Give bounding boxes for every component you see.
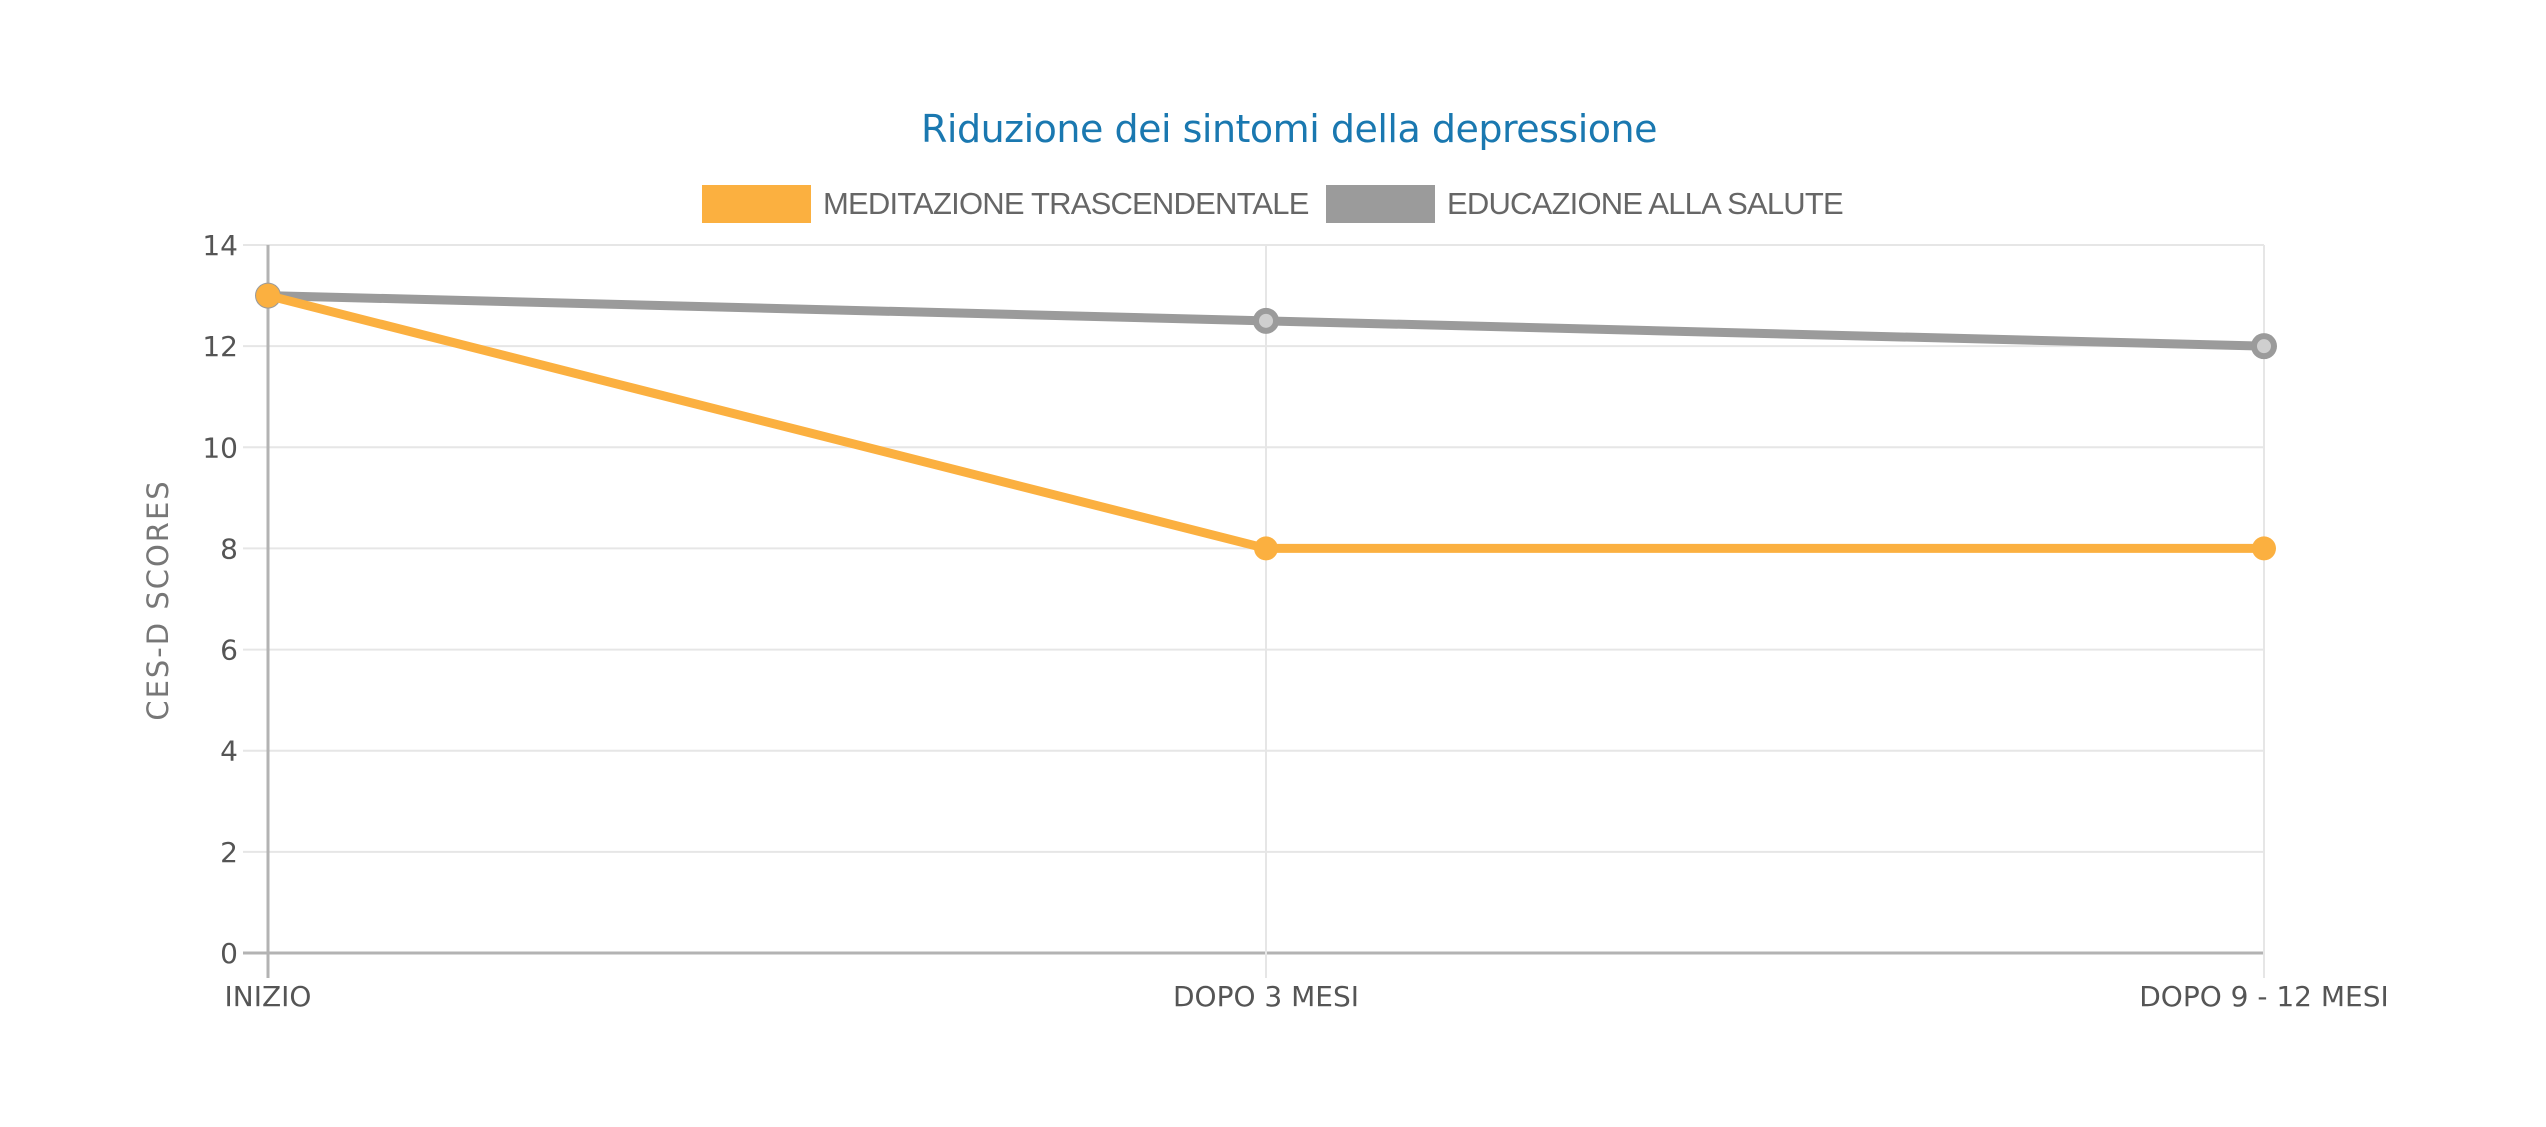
x-tick-label: INIZIO — [225, 980, 312, 1013]
y-tick-label: 2 — [220, 836, 238, 869]
y-tick-label: 10 — [202, 431, 238, 464]
y-tick-label: 4 — [220, 735, 238, 768]
data-point-marker[interactable] — [2252, 536, 2276, 561]
legend-item-meditazione[interactable]: MEDITAZIONE TRASCENDENTALE — [702, 185, 1309, 223]
legend-swatch-orange — [702, 185, 811, 223]
y-tick-label: 8 — [220, 532, 238, 565]
y-tick-label: 14 — [202, 229, 238, 262]
legend-label: EDUCAZIONE ALLA SALUTE — [1447, 186, 1844, 221]
y-tick-label: 0 — [220, 937, 238, 970]
y-axis-label: CES-D SCORES — [141, 479, 175, 720]
legend-label: MEDITAZIONE TRASCENDENTALE — [823, 186, 1309, 221]
data-point-marker[interactable] — [1254, 536, 1278, 561]
legend-item-educazione[interactable]: EDUCAZIONE ALLA SALUTE — [1326, 185, 1844, 223]
y-tick-label: 12 — [202, 330, 238, 363]
x-tick-label: DOPO 9 - 12 MESI — [2139, 980, 2389, 1013]
data-point-marker[interactable] — [256, 283, 280, 308]
chart-title: Riduzione dei sintomi della depressione — [921, 107, 1657, 151]
data-point-marker[interactable] — [1253, 307, 1279, 334]
y-tick-label: 6 — [220, 634, 238, 667]
legend-swatch-gray — [1326, 185, 1435, 223]
data-point-marker[interactable] — [2251, 333, 2277, 360]
x-tick-label: DOPO 3 MESI — [1173, 980, 1359, 1013]
